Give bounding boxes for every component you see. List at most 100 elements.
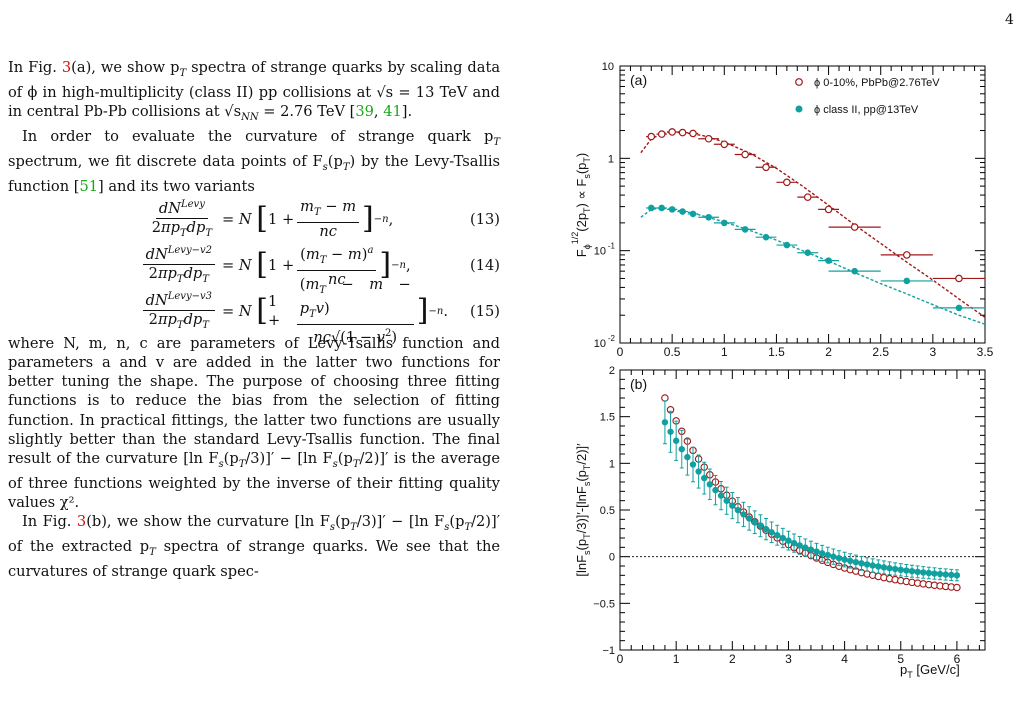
data-point-pp <box>863 561 871 568</box>
data-point-pp <box>658 204 666 212</box>
data-point-pp <box>931 570 938 577</box>
y-tick-label-b: −0.5 <box>593 598 615 610</box>
y-tick-label-a: 10 <box>594 338 606 350</box>
panel-label-b: (b) <box>630 376 647 392</box>
data-point-pp <box>955 304 963 312</box>
data-point-pbpb <box>647 132 656 141</box>
data-point-pp <box>751 519 758 526</box>
data-point-pp <box>705 213 712 221</box>
paragraph-2: In order to evaluate the curvature of st… <box>8 128 500 196</box>
x-tick-label-b: 5 <box>897 652 904 666</box>
data-point-pbpb <box>657 130 666 138</box>
data-point-pp <box>851 267 858 275</box>
data-point-pp <box>717 492 725 499</box>
data-point-pp <box>695 468 702 475</box>
data-point-pbpb <box>668 128 676 136</box>
data-point-pp <box>723 497 730 504</box>
data-point-pp <box>668 206 676 213</box>
legend-label: ϕ class II, pp@13TeV <box>814 104 919 116</box>
equation-13: dNLevy 2πpTdpT = N [1 + mT − m nc] −n, (13) <box>151 197 500 240</box>
legend-marker <box>795 78 803 86</box>
data-point-pbpb <box>955 274 963 283</box>
data-point-pbpb <box>689 129 697 138</box>
x-tick-label-a: 3 <box>930 345 937 359</box>
data-point-pp <box>740 511 747 518</box>
data-point-pp <box>745 515 753 522</box>
y-tick-label-b: 0 <box>609 552 615 564</box>
y-tick-exp-a: -2 <box>608 334 616 343</box>
data-point-pbpb <box>783 178 791 187</box>
data-point-pbpb <box>762 163 770 172</box>
data-point-pbpb <box>678 128 687 137</box>
paragraph-3: where N, m, n, c are parameters of Levy-… <box>8 335 500 511</box>
data-point-pp <box>841 556 848 563</box>
x-tick-label-b: 1 <box>673 652 680 666</box>
y-tick-label-b: −1 <box>602 645 615 657</box>
data-point-pp <box>647 204 655 212</box>
paragraph-4: In Fig. 3(b), we show the curvature [ln … <box>8 512 501 580</box>
x-tick-label-a: 1.5 <box>768 345 785 359</box>
data-point-pp <box>802 544 809 551</box>
data-point-pp <box>779 534 787 542</box>
legend-marker <box>795 105 803 113</box>
data-point-pp <box>903 277 911 285</box>
x-tick-label-a: 0 <box>617 345 624 359</box>
data-point-pp <box>785 537 792 544</box>
y-tick-exp-a: -1 <box>608 242 616 251</box>
data-point-pp <box>768 529 775 536</box>
data-point-pbpb <box>850 223 859 231</box>
data-point-pp <box>762 233 770 241</box>
data-point-pp <box>796 542 803 549</box>
data-point-pbpb <box>661 394 669 402</box>
data-point-pp <box>741 226 749 233</box>
x-tick-label-b: 0 <box>617 652 624 666</box>
data-point-pp <box>734 506 742 514</box>
data-point-pp <box>672 437 680 444</box>
data-point-pp <box>661 419 669 426</box>
citation-link[interactable]: 41 <box>383 103 402 121</box>
x-axis-label-b: pT [GeV/c] <box>900 662 960 680</box>
data-point-pp <box>830 553 837 560</box>
data-point-pbpb <box>902 251 911 259</box>
data-point-pp <box>903 567 910 574</box>
data-point-pp <box>667 428 674 435</box>
y-tick-label-a: 10 <box>602 61 614 73</box>
x-tick-label-a: 3.5 <box>977 345 994 359</box>
data-point-pp <box>869 562 876 569</box>
panel-a-frame <box>619 65 986 344</box>
data-point-pp <box>774 532 781 539</box>
data-point-pp <box>891 565 899 573</box>
y-tick-label-b: 2 <box>609 365 615 377</box>
data-point-pbpb <box>704 134 713 143</box>
legend-label: ϕ 0-10%, PbPb@2.76TeV <box>814 77 940 89</box>
figure-link[interactable]: 3 <box>61 59 72 76</box>
fit-curve-a <box>640 131 986 318</box>
panel-label-a: (a) <box>630 72 647 88</box>
citation-link[interactable]: 51 <box>79 178 99 196</box>
y-tick-label-a: 10 <box>594 246 606 258</box>
data-point-pp <box>790 539 798 547</box>
data-point-pp <box>880 564 888 571</box>
data-point-pp <box>908 567 916 575</box>
data-point-pp <box>689 461 697 468</box>
y-tick-label-b: 1 <box>609 458 615 470</box>
data-point-pbpb <box>803 193 812 201</box>
x-tick-label-a: 2 <box>825 345 832 359</box>
data-point-pp <box>720 219 728 227</box>
data-point-pbpb <box>720 140 729 149</box>
data-point-pp <box>825 257 832 264</box>
text-column: In Fig. 3(a), we show pT spectra of stra… <box>8 58 500 581</box>
data-point-pbpb <box>824 205 833 214</box>
page-number: 4 <box>1005 12 1014 28</box>
data-point-pp <box>858 560 865 567</box>
data-point-pp <box>936 570 944 578</box>
data-point-pp <box>712 486 719 494</box>
x-tick-label-a: 1 <box>721 345 728 359</box>
citation-link[interactable]: 39 <box>355 103 374 121</box>
x-tick-label-b: 6 <box>954 652 961 666</box>
data-point-pp <box>925 569 933 577</box>
data-point-pp <box>886 565 893 572</box>
figure-link[interactable]: 3 <box>76 512 87 530</box>
data-point-pp <box>757 522 764 529</box>
x-tick-label-a: 0.5 <box>664 345 681 359</box>
